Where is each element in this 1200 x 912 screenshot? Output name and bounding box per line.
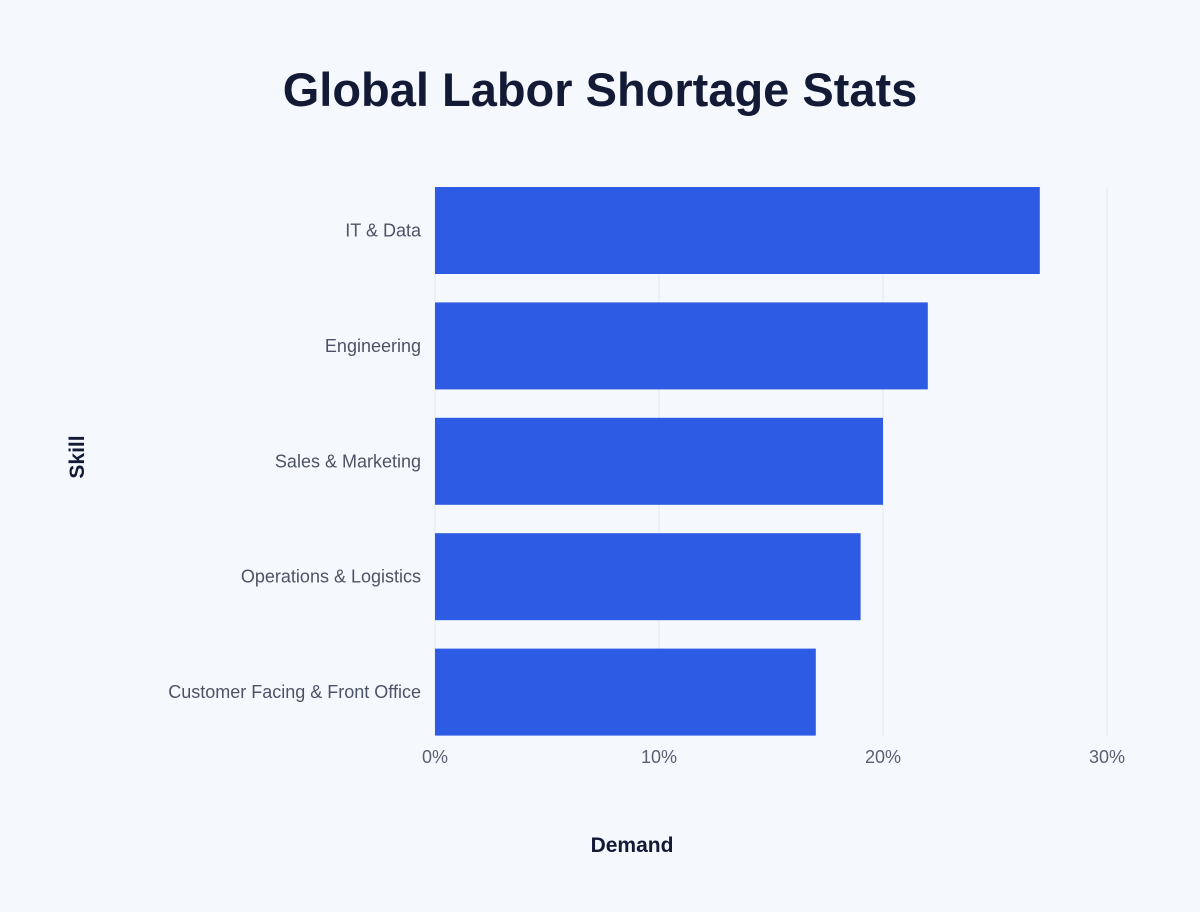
- category-label: Engineering: [325, 336, 421, 356]
- x-tick-label: 10%: [641, 747, 677, 767]
- category-label: IT & Data: [345, 221, 422, 241]
- x-tick-label: 0%: [422, 747, 448, 767]
- chart-title: Global Labor Shortage Stats: [282, 63, 918, 116]
- bar: [435, 417, 883, 505]
- bar: [435, 648, 816, 736]
- x-tick-label: 30%: [1089, 747, 1125, 767]
- bar: [435, 533, 861, 621]
- category-label: Operations & Logistics: [241, 567, 421, 587]
- category-label: Sales & Marketing: [275, 451, 421, 471]
- category-label: Customer Facing & Front Office: [168, 682, 421, 702]
- bar: [435, 187, 1040, 274]
- x-tick-label: 20%: [865, 747, 901, 767]
- y-axis-label: Skill: [66, 435, 89, 478]
- x-axis-label: Demand: [591, 834, 674, 857]
- bar: [435, 302, 928, 390]
